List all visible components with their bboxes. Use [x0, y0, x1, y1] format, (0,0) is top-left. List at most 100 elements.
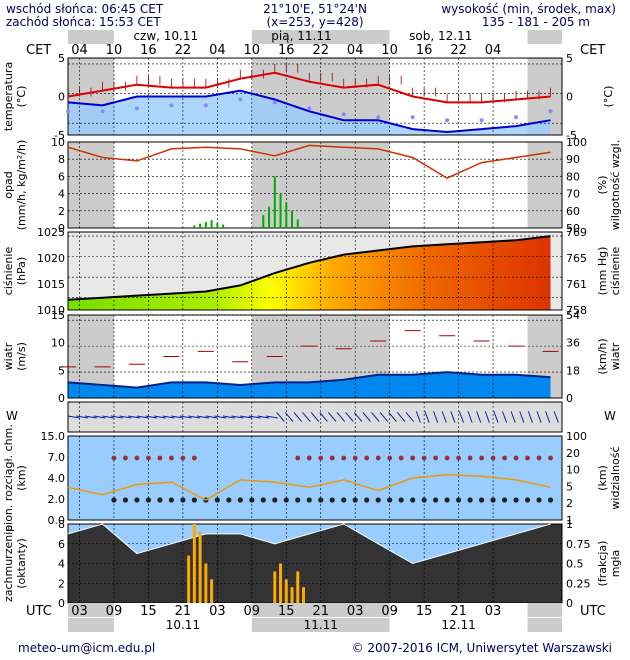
cet-hour-tick: 16: [278, 43, 295, 58]
precipitation-panel: 10 8 6 4 2 0 100 90 80 70 60 50 opad (mm/h, kg/m²/h) (…: [2, 136, 622, 235]
day-band: [527, 618, 562, 632]
wind-arrow: [119, 415, 132, 419]
cloud-layer-point: [145, 497, 152, 503]
y-tick-label-right: 80: [566, 170, 580, 183]
cloud-layer-point: [524, 497, 531, 503]
top-unit-right: CET: [580, 43, 605, 58]
wind-ylabel: (m/s): [15, 342, 28, 371]
utc-hour-tick: 21: [312, 604, 329, 619]
y-tick-label-right: 769: [566, 226, 587, 239]
precip-bar: [279, 193, 282, 228]
cloud-layer-point: [456, 455, 462, 461]
y-tick-label: 4: [58, 188, 65, 201]
y-tick-label-right: 0: [566, 392, 573, 405]
wind-area: [68, 372, 551, 398]
cloud-layer-point: [501, 497, 508, 503]
dewpoint-point: [445, 118, 450, 123]
pressure-ylabel-right: (mm Hg): [596, 247, 609, 296]
fog-ylabel: (frakcja): [596, 541, 609, 587]
wind-arrow: [110, 415, 123, 419]
y-tick-label: 0: [58, 392, 65, 405]
humidity-line: [67, 144, 551, 179]
cloud-layer-point: [318, 455, 324, 461]
cet-hour-tick: 10: [244, 43, 261, 58]
precip-bar: [222, 224, 225, 228]
y-tick-label: 0.0: [48, 514, 66, 527]
cloud-layer-point: [180, 455, 186, 461]
fog-bar: [296, 571, 300, 603]
panel-frame: [67, 401, 563, 433]
precip-bar: [285, 202, 288, 228]
y-tick-label: 10: [51, 337, 65, 350]
y-tick-label-right: 10: [566, 464, 580, 477]
compass-left: W: [6, 409, 18, 423]
y-tick-label-right: 2: [566, 497, 573, 510]
y-tick-label-right: 765: [566, 252, 587, 265]
temperature-ylabel-right: (°C): [602, 86, 615, 108]
cloud-layer-point: [410, 497, 416, 503]
cloud-layer-point: [123, 455, 128, 461]
day-band: [68, 142, 114, 228]
fog-bar: [273, 571, 277, 603]
cloud-layer-point: [295, 497, 301, 503]
cloud-layer-point: [214, 497, 220, 503]
y-tick-label-right: 70: [566, 188, 580, 201]
cloud-layer-point: [191, 497, 197, 503]
cloud-layer-point: [122, 497, 129, 503]
cloudiness-ylabel: (oktanty): [15, 538, 28, 589]
y-tick-label-right: 761: [566, 278, 587, 291]
fog-bar: [290, 587, 294, 603]
day-band: [527, 30, 562, 44]
y-tick-label-right: 36: [566, 337, 580, 350]
wind-arrow: [162, 415, 175, 419]
wind-arrow: [67, 415, 80, 419]
utc-hour-tick: 03: [485, 604, 502, 619]
cloud-layer-point: [410, 455, 416, 461]
wind-arrow: [265, 415, 278, 419]
cloud-layer-point: [111, 455, 117, 461]
fog-ylabel: mgła: [609, 550, 622, 578]
cloud-layer-point: [467, 497, 473, 503]
cet-hour-tick: 10: [381, 43, 398, 58]
coords-text: 21°10'E, 51°24'N: [263, 2, 367, 16]
y-tick-label: 1020: [37, 252, 65, 265]
sunrise-text: wschód słońca: 06:45 CET: [6, 2, 164, 16]
footer-copyright: © 2007-2016 ICM, Uniwersytet Warszawski: [352, 641, 612, 655]
y-tick-label: 1025: [37, 226, 65, 239]
dewpoint-point: [238, 97, 243, 102]
y-tick-label: 0: [58, 91, 65, 104]
dewpoint-point: [479, 118, 484, 123]
cloud-layer-point: [134, 497, 140, 503]
day-band: [68, 603, 114, 617]
wind-arrow: [231, 415, 244, 419]
bottom-unit-left: UTC: [26, 604, 52, 619]
cloud-layer-point: [134, 455, 140, 461]
fog-bar: [279, 563, 283, 603]
utc-hour-tick: 21: [450, 604, 467, 619]
wind-arrow: [519, 411, 525, 423]
footer-email[interactable]: meteo-um@icm.edu.pl: [18, 641, 155, 655]
y-tick-label: 7.0: [48, 451, 66, 464]
y-tick-label-right: 20: [566, 447, 580, 460]
wind-arrow: [240, 415, 253, 419]
utc-date-label: 12.11: [441, 618, 475, 632]
y-tick-label: 15: [51, 309, 65, 322]
cloud-layer-point: [478, 497, 485, 503]
wind-arrow: [284, 412, 294, 422]
cloudiness-ylabel: zachmurzenie: [2, 525, 15, 602]
temperature-area: [68, 90, 551, 135]
sunset-text: zachód słońca: 15:53 CET: [6, 15, 161, 29]
wind-arrow: [179, 415, 192, 419]
wind-arrow: [433, 411, 439, 423]
day-label: pią, 11.11: [271, 29, 331, 43]
dewpoint-point: [548, 109, 553, 114]
day-label: sob, 12.11: [409, 29, 472, 43]
precip-bar: [262, 215, 265, 228]
dewpoint-point: [341, 112, 346, 117]
day-band: [389, 30, 528, 44]
cloud-layer-point: [352, 455, 358, 461]
cloud-height-ylabel: pion. rozciągł. chm.: [2, 424, 15, 532]
wind-arrow: [424, 411, 430, 423]
cloudiness-panel: 8 6 4 2 0 1 0.75 0.5 0.25 0 zachmurzenie (oktanty) (…: [2, 518, 622, 610]
